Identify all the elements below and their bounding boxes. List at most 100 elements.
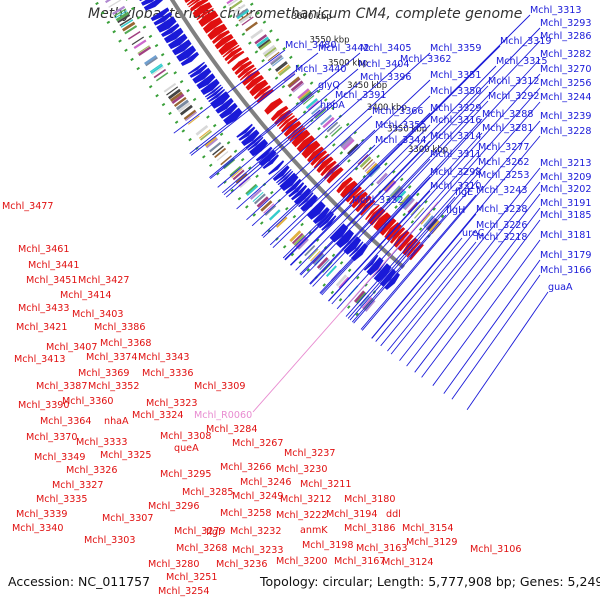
- outer-feature-strip-69: [264, 204, 277, 216]
- reverse-cds-14: [192, 2, 213, 18]
- forward-cds-7: [141, 0, 155, 6]
- forward-cds-55: [329, 223, 349, 243]
- inner-feature-strip-65: [329, 124, 341, 135]
- reverse-gene-label-73: Mchl_3251: [166, 572, 218, 583]
- forward-leader-line-25: [345, 166, 479, 317]
- reverse-cds-16: [198, 10, 219, 27]
- forward-leader-line-4: [331, 73, 541, 305]
- forward-leader-line-28: [371, 213, 477, 339]
- forward-leader-line-14: [432, 239, 541, 386]
- forward-cds-20: [192, 67, 212, 84]
- reverse-gene-label-24: nhaA: [104, 416, 129, 427]
- outer-feature-strip-55: [231, 167, 243, 178]
- forward-cds-32: [241, 129, 260, 146]
- forward-leader-line-52: [222, 109, 321, 194]
- reverse-cds-58: [355, 195, 372, 213]
- reverse-gene-label-47: Mchl_3339: [16, 509, 68, 520]
- inner-feature-strip-60: [313, 106, 325, 118]
- forward-cds-16: [176, 45, 197, 62]
- forward-cds-35: [249, 138, 269, 157]
- outer-feature-strip-20: [131, 36, 145, 46]
- forward-cds-11: [156, 16, 177, 33]
- reverse-gene-label-62: Mchl_3129: [406, 537, 458, 548]
- reverse-gene-label-66: Mchl_3163: [356, 543, 408, 554]
- reverse-gene-label-16: Mchl_3336: [142, 368, 194, 379]
- outer-feature-strip-65: [253, 193, 266, 205]
- reverse-cds-60: [365, 204, 380, 221]
- forward-cds-40: [272, 165, 290, 182]
- reverse-gene-label-56: anmK: [300, 525, 328, 536]
- reverse-gene-label-41: Mchl_3211: [300, 479, 352, 490]
- inner-feature-strip-37: [264, 47, 277, 58]
- forward-leader-line-39: [328, 190, 431, 302]
- reverse-cds-23: [224, 47, 243, 62]
- outer-feature-strip-44: [198, 129, 211, 139]
- reverse-gene-label-19: Mchl_3309: [194, 381, 246, 392]
- forward-gene-label-6: Mchl_3244: [540, 92, 592, 103]
- inner-feature-strip-48: [287, 76, 301, 88]
- reverse-gene-label-38: Mchl_3230: [276, 464, 328, 475]
- reverse-cds-11: [186, 0, 197, 6]
- forward-gene-label-3: Mchl_3282: [540, 49, 592, 60]
- forward-leader-line-54: [261, 129, 376, 237]
- reverse-gene-label-23: Mchl_3364: [40, 416, 92, 427]
- inner-feature-strip-90: [407, 201, 419, 214]
- reverse-gene-label-63: Mchl_3268: [176, 543, 228, 554]
- forward-leader-line-2: [309, 40, 541, 285]
- inner-feature-strip-40: [269, 54, 282, 64]
- forward-cds-36: [255, 146, 273, 162]
- inner-feature-strip-92: [414, 207, 425, 219]
- forward-cds-25: [208, 88, 225, 103]
- reverse-gene-label-71: Mchl_3167: [334, 556, 386, 567]
- reverse-cds-51: [323, 163, 340, 180]
- tick-label-7: 3400 kbp: [367, 103, 407, 113]
- reverse-gene-label-5: Mchl_3414: [60, 290, 112, 301]
- reverse-cds-50: [320, 160, 337, 177]
- forward-gene-label-23: Mchl_3281: [482, 123, 534, 134]
- outer-feature-strip-87: [335, 274, 348, 287]
- forward-leader-line-10: [399, 181, 541, 361]
- forward-cds-29: [223, 107, 243, 126]
- forward-leader-line-51: [223, 99, 336, 196]
- forward-gene-label-27: Mchl_3243: [476, 185, 528, 196]
- forward-leader-line-38: [320, 176, 431, 295]
- forward-leader-line-33: [272, 95, 431, 249]
- reverse-gene-label-43: Mchl_3285: [182, 487, 234, 498]
- reverse-cds-22: [222, 44, 240, 58]
- inner-feature-strip-26: [236, 9, 250, 20]
- reverse-cds-48: [313, 153, 330, 169]
- reverse-cds-38: [278, 115, 295, 130]
- inner-feature-strip-64: [326, 121, 339, 133]
- reverse-gene-label-22: Mchl_3323: [146, 398, 198, 409]
- forward-cds-42: [277, 170, 294, 186]
- outer-feature-strip-16: [120, 19, 134, 28]
- reverse-gene-label-29: Mchl_3333: [76, 437, 128, 448]
- reverse-gene-label-6: Mchl_3433: [18, 303, 70, 314]
- forward-leader-line-44: [189, 52, 319, 154]
- forward-leader-line-35: [289, 124, 431, 266]
- inner-feature-strip-57: [305, 98, 319, 110]
- forward-cds-24: [206, 86, 224, 100]
- outer-feature-strip-63: [249, 188, 262, 200]
- forward-gene-label-0: Mchl_3313: [530, 5, 582, 16]
- forward-cds-17: [180, 51, 199, 66]
- forward-gene-label-48: Mchl_3440: [295, 64, 347, 75]
- forward-cds-50: [306, 201, 326, 220]
- forward-gene-label-53: Mchl_3366: [372, 106, 424, 117]
- inner-feature-strip-21: [226, 0, 234, 5]
- outer-feature-strip-56: [232, 169, 245, 181]
- reverse-gene-label-35: Mchl_3237: [284, 448, 336, 459]
- outer-feature-strip-61: [245, 183, 258, 195]
- outer-feature-strip-48: [209, 141, 222, 153]
- inner-feature-strip-45: [277, 64, 290, 75]
- outer-feature-strip-71: [275, 216, 288, 228]
- forward-gene-label-51: Mchl_3391: [335, 90, 387, 101]
- outer-feature-strip-58: [235, 172, 248, 185]
- forward-gene-label-49: Mchl_3396: [360, 72, 412, 83]
- outer-feature-strip-68: [263, 203, 275, 214]
- tick-label-8: 3350 kbp: [387, 124, 427, 134]
- reverse-gene-label-11: Mchl_3368: [100, 338, 152, 349]
- forward-gene-label-43: Mchl_3480: [285, 40, 337, 51]
- forward-cds-9: [150, 7, 170, 22]
- forward-leader-line-37: [309, 158, 431, 285]
